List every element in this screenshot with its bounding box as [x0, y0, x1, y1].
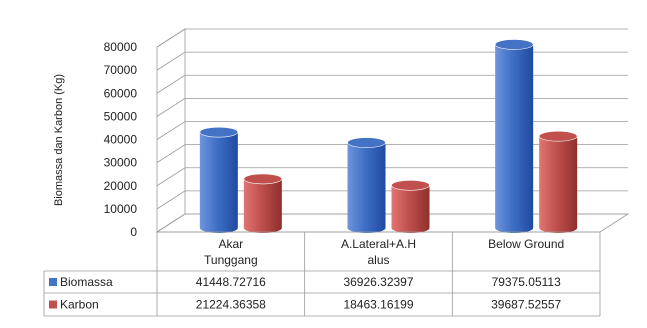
gridlines — [156, 28, 628, 233]
y-axis-tick-labels: 0 10000 20000 30000 40000 50000 60000 70000 8000… — [104, 40, 138, 239]
bar-karbon — [391, 180, 430, 234]
bar-body — [391, 185, 430, 234]
y-tick-label: 40000 — [104, 133, 138, 147]
bar-top — [391, 180, 430, 191]
gridline — [156, 213, 628, 233]
bar-top — [538, 130, 578, 142]
gridline — [156, 190, 628, 210]
y-tick-label: 70000 — [104, 63, 138, 77]
bar-body — [243, 178, 282, 233]
bar-top — [494, 39, 534, 50]
gridline — [156, 28, 628, 48]
category-label: Tunggang — [204, 253, 258, 267]
y-axis-title: Biomassa dan Karbon (Kg) — [53, 74, 65, 206]
data-label: 41448.72716 — [196, 275, 266, 289]
data-label: 36926.32397 — [343, 275, 413, 289]
y-tick-label: 60000 — [104, 86, 138, 100]
gridline — [156, 121, 628, 140]
y-tick-label: 50000 — [104, 109, 138, 123]
y-tick-label: 80000 — [104, 40, 138, 54]
y-axis-title-group: Biomassa dan Karbon (Kg) — [53, 74, 65, 206]
data-label: 21224.36358 — [196, 298, 266, 312]
category-label: Below Ground — [488, 237, 564, 251]
category-label: A.Lateral+A.H — [341, 237, 416, 251]
data-table: Akar Tunggang A.Lateral+A.H alus Below Groun… — [43, 231, 601, 317]
category-label: Akar — [218, 237, 243, 251]
bar-top — [199, 126, 239, 138]
legend-label: Karbon — [60, 298, 99, 312]
gridline — [156, 97, 628, 117]
bar-biomassa — [199, 126, 239, 234]
legend-swatch-biomassa — [49, 278, 57, 286]
bar-biomassa — [494, 39, 534, 234]
gridline — [156, 167, 628, 187]
bar-biomassa — [347, 137, 386, 234]
legend-swatch-karbon — [49, 300, 57, 309]
category-label: alus — [367, 253, 389, 267]
bar-body — [539, 136, 578, 234]
bar-karbon — [538, 130, 578, 234]
y-tick-label: 30000 — [104, 156, 138, 170]
gridline — [156, 74, 628, 94]
bar-body — [347, 142, 386, 234]
bars — [199, 39, 578, 234]
gridline — [156, 144, 628, 163]
gridline — [156, 51, 628, 71]
y-tick-label: 10000 — [104, 202, 138, 216]
bar-karbon — [243, 173, 283, 233]
legend-label: Biomassa — [60, 275, 113, 289]
bar-top — [347, 137, 386, 148]
y-tick-label: 0 — [130, 225, 137, 239]
data-label: 18463.16199 — [343, 298, 413, 312]
data-label: 79375.05113 — [492, 275, 562, 289]
data-label: 39687.52557 — [491, 298, 561, 312]
bar-body — [495, 44, 534, 234]
bar-body — [199, 132, 238, 234]
y-tick-label: 20000 — [104, 179, 138, 193]
bar-top — [243, 173, 283, 185]
